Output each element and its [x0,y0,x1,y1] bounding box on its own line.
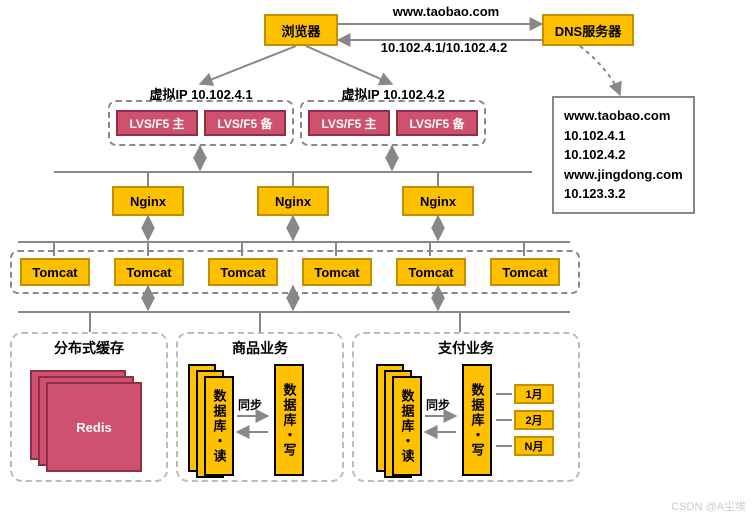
product-title: 商品业务 [178,338,342,358]
dns-record: www.taobao.com [564,106,683,126]
nginx-1: Nginx [112,186,184,216]
vip-title-right: 虚拟IP 10.102.4.2 [302,84,484,103]
nginx-2: Nginx [257,186,329,216]
month-1: 1月 [514,384,554,404]
db-read-product: 数据库・读 [204,376,234,476]
month-n: N月 [514,436,554,456]
tomcat-3: Tomcat [208,258,278,286]
db-read-pay: 数据库・读 [392,376,422,476]
lvs-backup-2: LVS/F5 备 [396,110,478,136]
lvs-backup-1: LVS/F5 备 [204,110,286,136]
vip-title-left: 虚拟IP 10.102.4.1 [110,84,292,103]
tomcat-4: Tomcat [302,258,372,286]
nginx-3: Nginx [402,186,474,216]
ips-label: 10.102.4.1/10.102.4.2 [344,40,544,55]
tomcat-5: Tomcat [396,258,466,286]
dns-box: DNS服务器 [542,14,634,46]
month-2: 2月 [514,410,554,430]
dns-record: 10.102.4.2 [564,145,683,165]
lvs-primary-1: LVS/F5 主 [116,110,198,136]
tomcat-2: Tomcat [114,258,184,286]
pay-title: 支付业务 [354,338,578,358]
tomcat-6: Tomcat [490,258,560,286]
domain-label: www.taobao.com [356,4,536,19]
dns-record: www.jingdong.com [564,165,683,185]
redis-box: Redis [46,382,142,472]
db-write-product: 数据库・写 [274,364,304,476]
dns-records: www.taobao.com 10.102.4.1 10.102.4.2 www… [552,96,695,214]
dns-record: 10.102.4.1 [564,126,683,146]
db-write-pay: 数据库・写 [462,364,492,476]
sync-label-2: 同步 [426,396,450,413]
lvs-primary-2: LVS/F5 主 [308,110,390,136]
tomcat-1: Tomcat [20,258,90,286]
dns-record: 10.123.3.2 [564,184,683,204]
watermark: CSDN @A尘埃 [671,498,746,514]
cache-title: 分布式缓存 [12,338,166,358]
browser-box: 浏览器 [264,14,338,46]
sync-label-1: 同步 [238,396,262,413]
